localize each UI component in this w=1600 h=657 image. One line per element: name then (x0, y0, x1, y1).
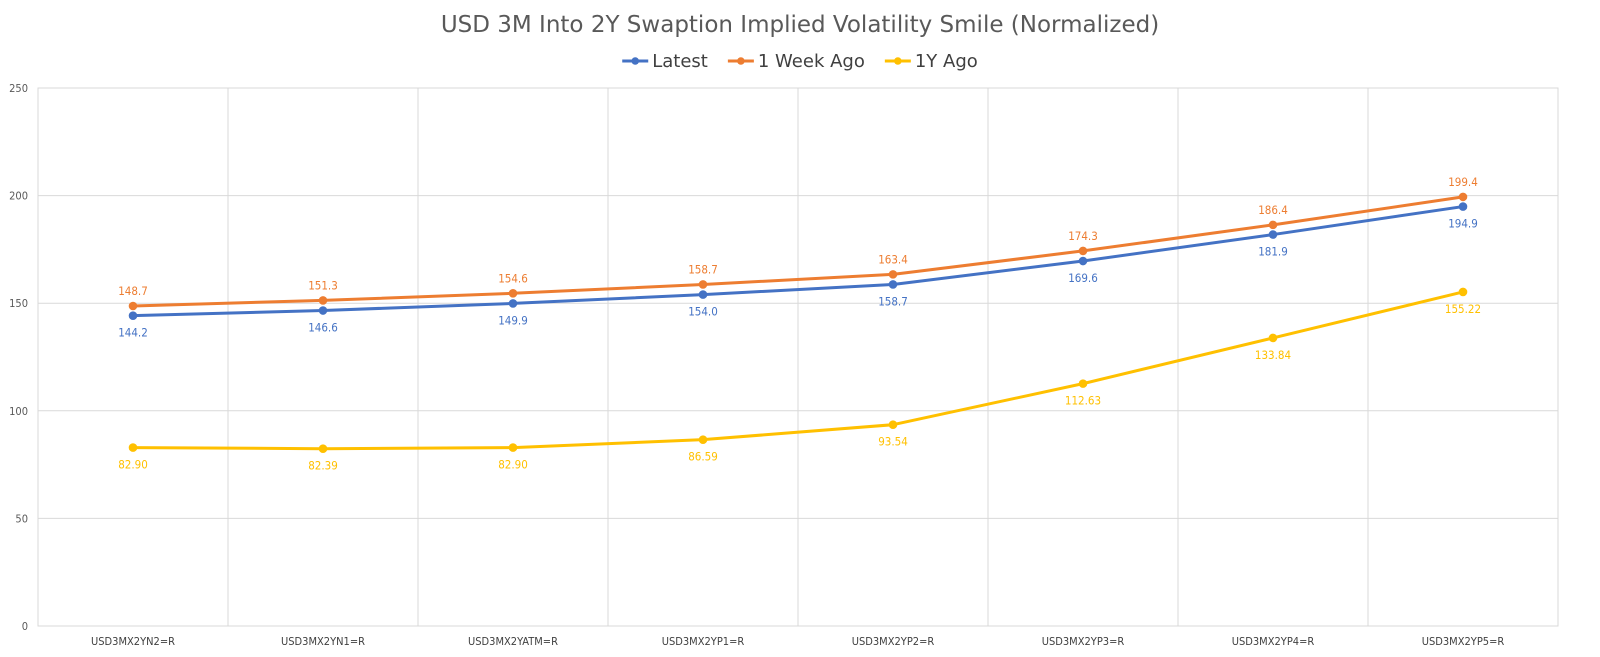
x-tick-label: USD3MX2YP4=R (1232, 635, 1315, 648)
data-point (698, 435, 708, 444)
data-point (128, 311, 138, 320)
data-label: 181.9 (1258, 245, 1288, 259)
data-label: 158.7 (878, 294, 908, 308)
data-point (1268, 333, 1278, 343)
y-tick-label: 150 (9, 297, 28, 310)
chart-legend: Latest 1 Week Ago 1Y Ago (622, 51, 978, 72)
data-point (888, 280, 898, 289)
data-point (1268, 220, 1278, 230)
data-label: 86.59 (688, 450, 718, 464)
data-label: 158.7 (688, 262, 718, 276)
data-label: 82.90 (118, 458, 148, 472)
data-point (1268, 230, 1278, 239)
series-lines (131, 195, 1465, 451)
data-label: 149.9 (498, 313, 528, 327)
data-point (508, 299, 518, 308)
data-point (508, 289, 518, 298)
data-label: 146.6 (308, 321, 338, 335)
data-point (128, 443, 138, 452)
series-line (131, 195, 1465, 308)
y-tick-label: 100 (9, 405, 28, 418)
x-tick-label: USD3MX2YATM=R (468, 635, 558, 648)
x-tick-label: USD3MX2YP3=R (1042, 635, 1125, 648)
legend-label: 1 Week Ago (758, 51, 865, 72)
data-label: 133.84 (1255, 348, 1291, 362)
legend-point-marker (737, 57, 745, 65)
x-tick-label: USD3MX2YP5=R (1422, 635, 1505, 648)
data-label: 148.7 (118, 284, 148, 298)
data-label: 154.6 (498, 271, 528, 285)
gridlines (38, 87, 1558, 627)
y-tick-label: 50 (15, 512, 28, 525)
chart-title: USD 3M Into 2Y Swaption Implied Volatili… (441, 12, 1159, 38)
legend-label: 1Y Ago (915, 51, 978, 72)
data-point (1458, 202, 1468, 211)
data-label: 112.63 (1065, 394, 1101, 408)
series-line (131, 205, 1465, 318)
data-point (318, 444, 328, 453)
data-point (698, 280, 708, 289)
data-point (1078, 256, 1088, 266)
y-axis: 0 50 100 150 200 250 (9, 82, 28, 633)
data-point (888, 270, 898, 279)
data-label: 174.3 (1068, 229, 1098, 243)
plot-area-border (37, 87, 1559, 627)
data-labels: 144.2 146.6 149.9 154.0 158.7 169.6 181.9 194.9… (118, 175, 1481, 473)
data-label: 169.6 (1068, 271, 1098, 285)
data-label: 154.0 (688, 305, 718, 319)
data-point (508, 443, 518, 452)
legend-item: 1 Week Ago (727, 51, 865, 72)
y-tick-label: 0 (22, 620, 28, 633)
data-label: 194.9 (1448, 217, 1478, 231)
data-label: 82.90 (498, 458, 528, 472)
x-tick-label: USD3MX2YP2=R (852, 635, 935, 648)
series-line (131, 290, 1465, 451)
data-label: 186.4 (1258, 203, 1288, 217)
data-label: 93.54 (878, 435, 908, 449)
data-point (318, 306, 328, 315)
data-label: 155.22 (1445, 302, 1481, 316)
data-point (318, 296, 328, 305)
data-point (1458, 192, 1468, 202)
x-tick-label: USD3MX2YP1=R (662, 635, 745, 648)
data-label: 199.4 (1448, 175, 1478, 189)
data-label: 151.3 (308, 278, 338, 292)
data-point (888, 420, 898, 430)
data-label: 82.39 (308, 459, 338, 473)
series-points (128, 192, 1468, 453)
data-point (698, 290, 708, 299)
x-axis: USD3MX2YN2=R USD3MX2YN1=R USD3MX2YATM=R USD… (91, 635, 1504, 648)
x-tick-label: USD3MX2YN2=R (91, 635, 175, 648)
legend-point-marker (631, 57, 640, 65)
legend-item: Latest (622, 51, 708, 72)
data-point (128, 301, 138, 311)
legend-label: Latest (652, 51, 708, 72)
x-tick-label: USD3MX2YN1=R (281, 635, 365, 648)
legend-item: 1Y Ago (884, 51, 978, 72)
data-label: 144.2 (118, 326, 148, 340)
data-point (1078, 246, 1088, 256)
legend-point-marker (894, 57, 902, 65)
data-point (1458, 287, 1468, 297)
y-tick-label: 250 (9, 82, 28, 95)
data-label: 163.4 (878, 252, 908, 266)
y-tick-label: 200 (9, 190, 28, 203)
data-point (1078, 379, 1088, 388)
